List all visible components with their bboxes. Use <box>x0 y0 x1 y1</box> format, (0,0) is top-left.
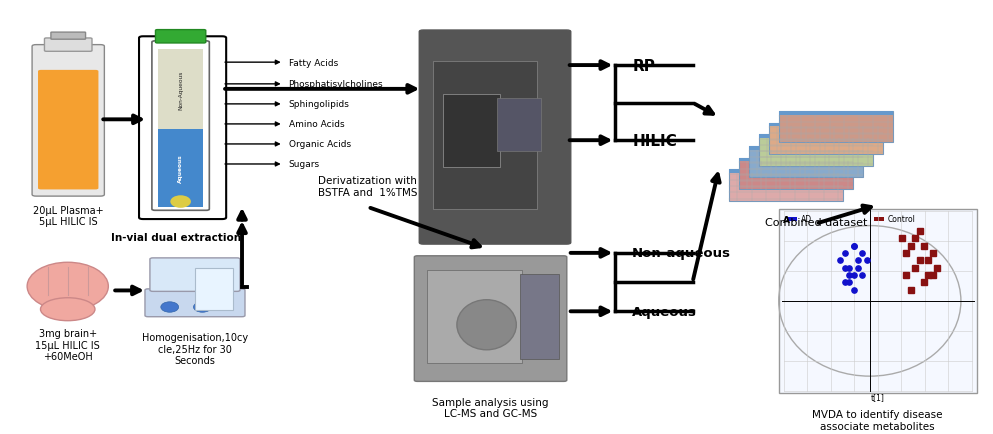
FancyBboxPatch shape <box>729 170 843 201</box>
Text: Aqueous: Aqueous <box>633 305 697 318</box>
FancyBboxPatch shape <box>414 256 567 381</box>
Bar <box>779 112 893 115</box>
Bar <box>497 99 540 151</box>
FancyBboxPatch shape <box>779 112 893 143</box>
Bar <box>158 129 204 207</box>
Text: Amino Acids: Amino Acids <box>289 120 345 129</box>
Text: RP: RP <box>633 59 655 73</box>
Text: Non-aqueous: Non-aqueous <box>633 247 731 260</box>
Bar <box>759 135 873 139</box>
FancyBboxPatch shape <box>38 71 98 190</box>
Text: In-vial dual extraction: In-vial dual extraction <box>110 233 240 243</box>
Bar <box>749 147 863 151</box>
Bar <box>443 94 500 168</box>
FancyBboxPatch shape <box>759 135 873 166</box>
Ellipse shape <box>194 302 212 312</box>
Text: Aqueous: Aqueous <box>178 154 183 182</box>
Bar <box>786 217 796 221</box>
Bar <box>158 49 204 130</box>
Ellipse shape <box>27 263 108 311</box>
Text: 3mg brain+
15μL HILIC IS
+60MeOH: 3mg brain+ 15μL HILIC IS +60MeOH <box>36 328 100 362</box>
Text: 20μL Plasma+
5μL HILIC IS: 20μL Plasma+ 5μL HILIC IS <box>33 205 103 227</box>
FancyBboxPatch shape <box>152 42 210 211</box>
Bar <box>427 270 522 364</box>
FancyBboxPatch shape <box>419 31 571 244</box>
Bar <box>769 123 883 127</box>
Text: Homogenisation,10cy
cle,25Hz for 30
Seconds: Homogenisation,10cy cle,25Hz for 30 Seco… <box>142 332 248 365</box>
Text: Sample analysis using
LC-MS and GC-MS: Sample analysis using LC-MS and GC-MS <box>432 397 549 418</box>
Text: Fatty Acids: Fatty Acids <box>289 59 338 68</box>
Bar <box>739 158 853 162</box>
Text: HILIC: HILIC <box>633 133 677 148</box>
Bar <box>195 268 232 310</box>
Text: t[1]: t[1] <box>871 392 885 401</box>
Bar <box>729 170 843 174</box>
Text: Sphingolipids: Sphingolipids <box>289 100 350 109</box>
FancyBboxPatch shape <box>156 30 206 44</box>
Bar <box>779 210 977 393</box>
FancyBboxPatch shape <box>739 158 853 190</box>
FancyBboxPatch shape <box>145 289 245 317</box>
Text: A: A <box>782 216 789 225</box>
Ellipse shape <box>457 300 516 350</box>
Bar <box>874 217 884 221</box>
Text: Combined dataset: Combined dataset <box>765 218 867 228</box>
Ellipse shape <box>161 302 179 312</box>
FancyBboxPatch shape <box>139 37 226 220</box>
Ellipse shape <box>171 196 191 208</box>
Text: AD: AD <box>800 214 811 223</box>
Bar <box>433 62 537 210</box>
Text: Phosphatisylcholines: Phosphatisylcholines <box>289 80 383 89</box>
FancyBboxPatch shape <box>51 33 85 40</box>
FancyBboxPatch shape <box>32 46 104 197</box>
Ellipse shape <box>41 298 95 321</box>
FancyBboxPatch shape <box>749 147 863 178</box>
Text: MVDA to identify disease
associate metabolites: MVDA to identify disease associate metab… <box>812 409 943 431</box>
FancyBboxPatch shape <box>769 123 883 155</box>
Text: Control: Control <box>888 214 916 223</box>
Text: Derivatization with
BSTFA and  1%TMS: Derivatization with BSTFA and 1%TMS <box>318 176 417 197</box>
Bar <box>520 274 559 359</box>
FancyBboxPatch shape <box>150 258 240 292</box>
FancyBboxPatch shape <box>45 39 92 52</box>
Text: Sugars: Sugars <box>289 160 320 169</box>
Text: Organic Acids: Organic Acids <box>289 140 351 149</box>
Text: Non-Aqueous: Non-Aqueous <box>178 70 183 109</box>
